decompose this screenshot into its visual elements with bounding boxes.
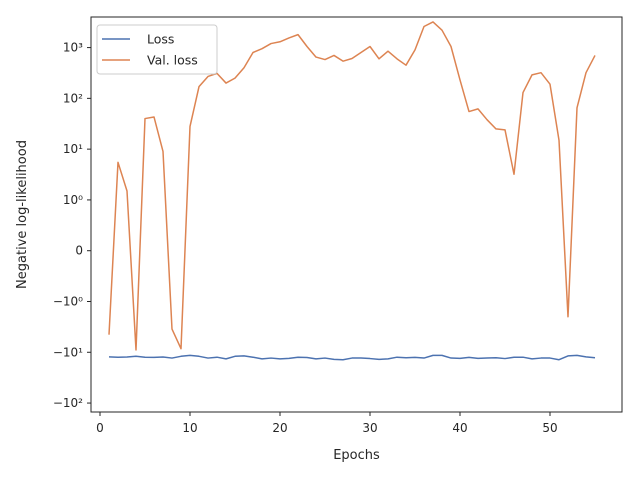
y-tick-label: −10² (53, 396, 83, 410)
series-line-val-loss (108, 21, 596, 351)
y-tick-label: 0 (75, 244, 83, 258)
x-axis-label: Epochs (333, 448, 380, 463)
y-tick-label: 10¹ (63, 142, 83, 156)
legend-label-val-loss: Val. loss (147, 53, 198, 68)
series-layer (108, 21, 596, 361)
legend: Loss Val. loss (96, 24, 218, 75)
x-tick-label: 10 (182, 421, 197, 435)
y-tick-label: 10³ (63, 41, 83, 55)
x-tick-label: 40 (452, 421, 467, 435)
x-tick-label: 0 (96, 421, 104, 435)
y-tick-label: 10² (63, 91, 83, 105)
y-tick-label: 10⁰ (63, 193, 83, 207)
x-tick-label: 50 (542, 421, 557, 435)
y-tick-label: −10¹ (53, 345, 83, 359)
x-tick-label: 30 (362, 421, 377, 435)
legend-label-loss: Loss (147, 32, 174, 47)
legend-box (96, 24, 218, 75)
y-tick-label: −10⁰ (53, 294, 83, 308)
series-line-loss (108, 354, 596, 361)
plot-area-frame (90, 16, 623, 413)
x-tick-label: 20 (272, 421, 287, 435)
tick-layer: 0 10 20 30 40 50 −10² −10¹ −10⁰ 0 10⁰ 10¹ 10² 10³ (53, 41, 558, 435)
y-axis-label: Negative log-likelihood (15, 140, 30, 289)
